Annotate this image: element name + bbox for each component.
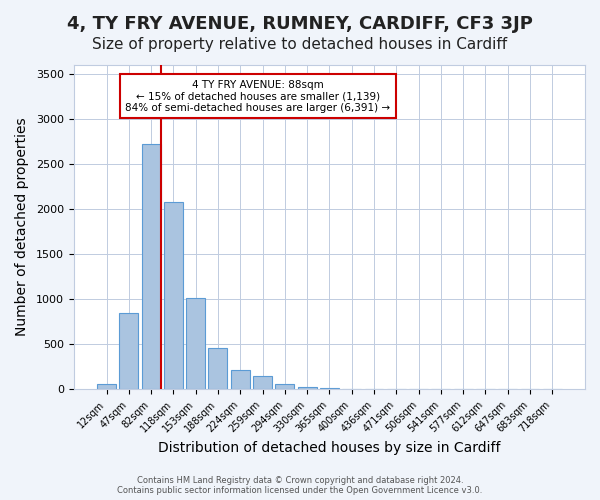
Bar	[186, 298, 205, 390]
Text: Contains HM Land Registry data © Crown copyright and database right 2024.
Contai: Contains HM Land Registry data © Crown c…	[118, 476, 482, 495]
Bar	[119, 313, 138, 390]
X-axis label: Distribution of detached houses by size in Cardiff: Distribution of detached houses by size …	[158, 441, 500, 455]
Bar	[164, 202, 183, 390]
Text: Size of property relative to detached houses in Cardiff: Size of property relative to detached ho…	[92, 38, 508, 52]
Bar	[97, 384, 116, 390]
Bar	[275, 384, 294, 390]
Bar	[142, 144, 161, 390]
Y-axis label: Number of detached properties: Number of detached properties	[15, 118, 29, 336]
Bar	[231, 370, 250, 390]
Text: 4, TY FRY AVENUE, RUMNEY, CARDIFF, CF3 3JP: 4, TY FRY AVENUE, RUMNEY, CARDIFF, CF3 3…	[67, 15, 533, 33]
Bar	[320, 388, 339, 390]
Bar	[253, 376, 272, 390]
Bar	[298, 386, 317, 390]
Text: 4 TY FRY AVENUE: 88sqm
← 15% of detached houses are smaller (1,139)
84% of semi-: 4 TY FRY AVENUE: 88sqm ← 15% of detached…	[125, 80, 391, 113]
Bar	[208, 348, 227, 390]
